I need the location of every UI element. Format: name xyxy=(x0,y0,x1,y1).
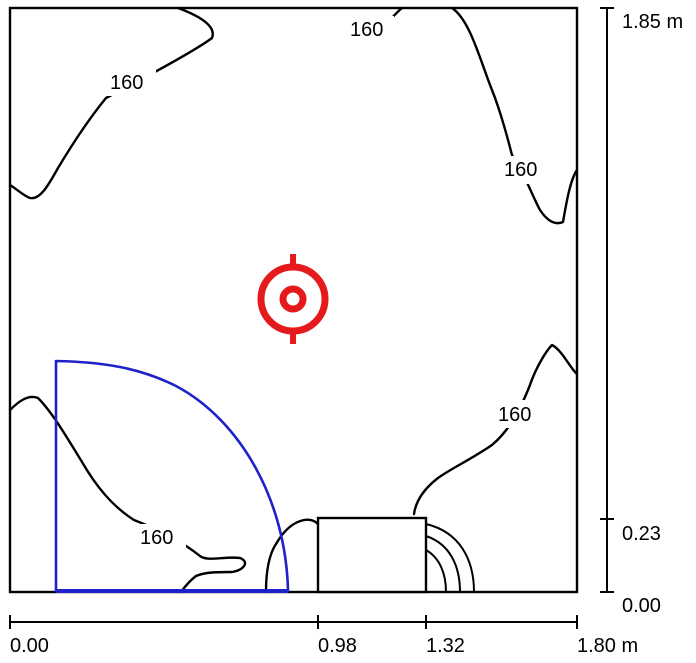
label-bg xyxy=(106,68,156,96)
isoline-left-lower xyxy=(8,395,247,594)
contour-label: 160 xyxy=(140,527,173,549)
label-bg xyxy=(500,156,550,184)
bottom-scale-label: 1.32 xyxy=(426,635,465,657)
bottom-scale-label: 0.00 xyxy=(10,635,49,657)
contour-label: 160 xyxy=(110,72,143,94)
bottom-scale-label: 0.98 xyxy=(318,635,357,657)
right-scale-label: 1.85 m xyxy=(622,11,683,33)
isoline-right-lower xyxy=(412,343,579,516)
isoline-desk-left xyxy=(264,518,320,594)
target-icon xyxy=(257,254,329,344)
bottom-scale-label: 1.80 m xyxy=(577,635,638,657)
room-outline xyxy=(8,6,579,594)
right-scale-label: 0.23 xyxy=(622,523,661,545)
label-bg xyxy=(346,16,394,42)
contour-label: 160 xyxy=(350,19,383,41)
door-swing-arc xyxy=(54,359,290,593)
bottom-scale xyxy=(9,615,578,629)
right-scale-label: 0.00 xyxy=(622,595,661,617)
contour-label: 160 xyxy=(498,404,531,426)
label-bg xyxy=(136,524,186,550)
desk-arcs xyxy=(425,523,475,593)
desk-block xyxy=(316,516,428,594)
isoline-top-left xyxy=(8,6,214,200)
isoline-right-upper xyxy=(450,6,579,225)
right-scale xyxy=(600,7,614,593)
label-bg xyxy=(494,400,544,428)
contour-label: 160 xyxy=(504,159,537,181)
